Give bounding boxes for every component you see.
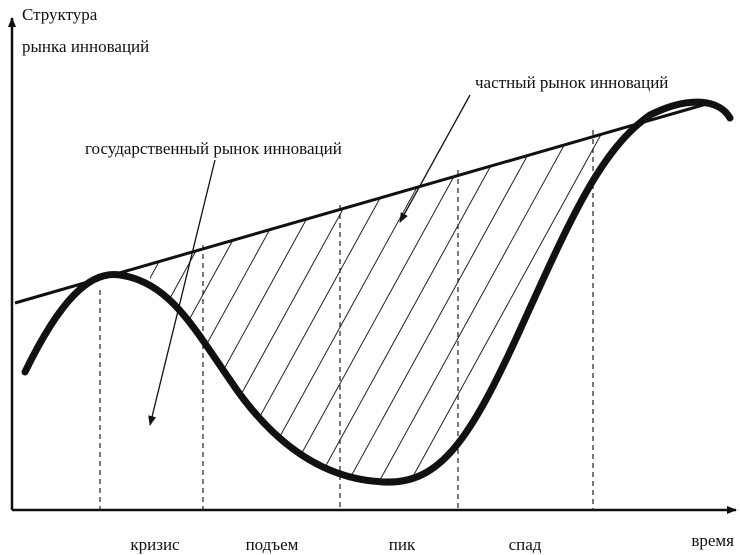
- arrow: [399, 94, 471, 223]
- hatch-line: [150, 103, 218, 483]
- hatch-line: [605, 103, 610, 483]
- state-curve: [21, 98, 734, 486]
- hatch-line: [150, 103, 156, 483]
- hatch-line: [450, 103, 610, 483]
- hatch-line: [150, 103, 249, 483]
- hatch-line: [150, 103, 311, 483]
- hatch-line: [668, 100, 740, 520]
- hatch-line: [699, 100, 740, 520]
- hatch-line: [150, 103, 280, 483]
- hatch-line: [295, 103, 528, 483]
- y-label: рынка инноваций: [22, 37, 149, 56]
- hatch-line: [388, 103, 610, 483]
- hatch-line: [512, 103, 610, 483]
- phase-separators: [99, 130, 594, 510]
- annotation: частный рынок инноваций: [475, 73, 668, 92]
- hatch-line: [574, 103, 610, 483]
- hatch-line: [543, 103, 610, 483]
- hatch-line: [419, 103, 610, 483]
- hatch-line: [637, 100, 740, 520]
- hatch-line: [171, 103, 404, 483]
- phase-label: спад: [509, 535, 542, 554]
- phase-label: кризис: [130, 535, 180, 554]
- hatch-line: [0, 100, 93, 520]
- phase-label: пик: [389, 535, 416, 554]
- arrow: [148, 159, 216, 426]
- hatch-line: [202, 103, 435, 483]
- hatch-line: [150, 103, 187, 483]
- market-line: [14, 101, 711, 305]
- y-label: Структура: [22, 5, 98, 24]
- hatch-line: [0, 100, 31, 520]
- x-label: время: [691, 531, 734, 550]
- hatch: [0, 100, 740, 520]
- hatch-line: [0, 100, 62, 520]
- phase-label: подъем: [246, 535, 299, 554]
- hatch-line: [233, 103, 466, 483]
- hatch-line: [326, 103, 559, 483]
- hatch-line: [357, 103, 590, 483]
- hatch-line: [481, 103, 610, 483]
- annotation: государственный рынок инноваций: [85, 139, 342, 158]
